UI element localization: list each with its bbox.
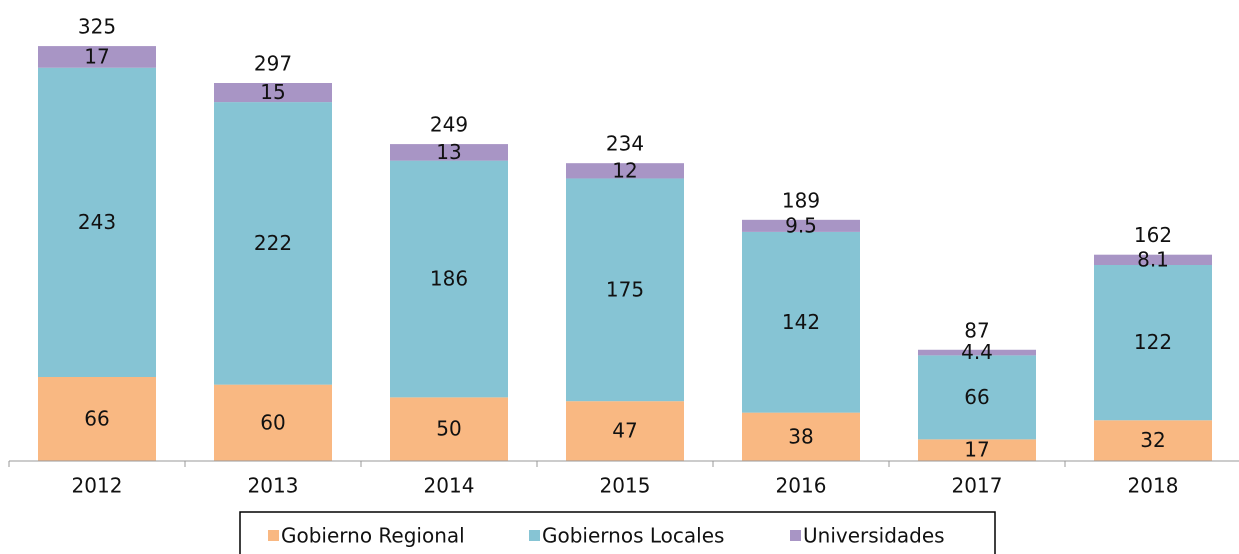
- total-label: 87: [964, 318, 989, 342]
- value-label: 66: [964, 385, 989, 409]
- value-label: 12: [612, 158, 637, 182]
- value-label: 8.1: [1137, 247, 1169, 271]
- bar-segment: [1094, 265, 1212, 421]
- value-label: 17: [84, 44, 109, 68]
- bar-segment: [566, 178, 684, 402]
- value-label: 122: [1134, 330, 1172, 354]
- value-label: 50: [436, 417, 461, 441]
- total-label: 297: [254, 52, 292, 76]
- bar-segment: [38, 46, 156, 68]
- legend-box: [239, 511, 996, 554]
- bar-segment: [214, 102, 332, 385]
- total-label: 249: [430, 113, 468, 137]
- bar-segment: [742, 219, 860, 232]
- total-label: 189: [782, 188, 820, 212]
- total-label: 234: [606, 132, 644, 156]
- bar-segment: [1094, 420, 1212, 461]
- legend-label: Gobiernos Locales: [542, 524, 724, 548]
- bar-segment: [1094, 254, 1212, 265]
- total-label: 325: [78, 15, 116, 39]
- bar-segment: [38, 377, 156, 461]
- bar-segment: [38, 67, 156, 378]
- bar-segment: [390, 397, 508, 461]
- value-label: 9.5: [785, 213, 817, 237]
- bar-segment: [918, 439, 1036, 461]
- value-label: 60: [260, 410, 285, 434]
- x-tick-label: 2013: [248, 474, 299, 498]
- bar-segment: [918, 349, 1036, 356]
- value-label: 186: [430, 267, 468, 291]
- legend-label: Universidades: [803, 524, 945, 548]
- value-label: 13: [436, 140, 461, 164]
- bar-segment: [214, 384, 332, 461]
- value-label: 4.4: [961, 340, 993, 364]
- legend-swatch: [529, 530, 540, 541]
- legend-swatch: [790, 530, 801, 541]
- bar-segment: [742, 412, 860, 461]
- bar-segment: [390, 144, 508, 161]
- value-label: 175: [606, 277, 644, 301]
- value-label: 142: [782, 310, 820, 334]
- value-label: 32: [1140, 428, 1165, 452]
- bar-segment: [742, 231, 860, 413]
- total-label: 162: [1134, 223, 1172, 247]
- bar-segment: [390, 160, 508, 398]
- bar-segment: [566, 401, 684, 461]
- value-label: 66: [84, 407, 109, 431]
- value-label: 222: [254, 231, 292, 255]
- x-tick-label: 2017: [952, 474, 1003, 498]
- value-label: 47: [612, 419, 637, 443]
- x-tick-label: 2014: [424, 474, 475, 498]
- legend-swatch: [268, 530, 279, 541]
- bar-segment: [566, 163, 684, 179]
- value-label: 17: [964, 438, 989, 462]
- value-label: 38: [788, 424, 813, 448]
- value-label: 243: [78, 210, 116, 234]
- x-tick-label: 2015: [600, 474, 651, 498]
- x-tick-label: 2018: [1128, 474, 1179, 498]
- x-tick-label: 2016: [776, 474, 827, 498]
- bar-segment: [918, 355, 1036, 440]
- bar-segment: [214, 83, 332, 103]
- x-tick-label: 2012: [72, 474, 123, 498]
- legend-label: Gobierno Regional: [281, 524, 465, 548]
- value-label: 15: [260, 80, 285, 104]
